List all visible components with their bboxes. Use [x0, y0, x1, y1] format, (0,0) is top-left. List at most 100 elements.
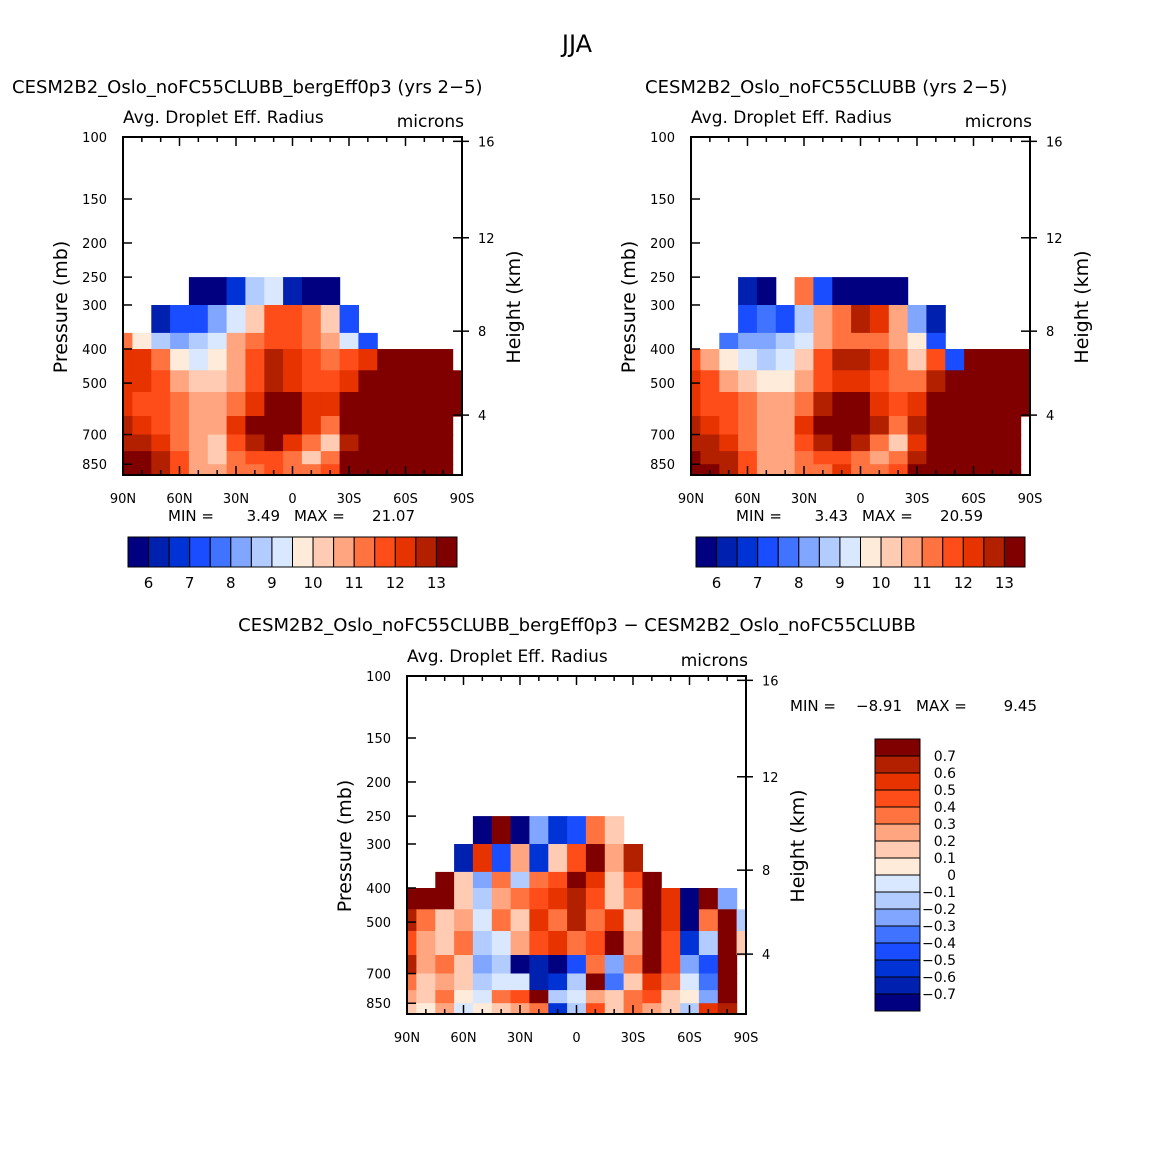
contour-cell: [794, 451, 814, 465]
colorbar-label: −0.2: [922, 902, 956, 918]
contour-cell: [945, 451, 965, 465]
contour-cell: [926, 370, 946, 393]
contour-cell: [320, 434, 341, 452]
contour-cell: [339, 434, 359, 452]
max-label: MAX =: [862, 507, 913, 525]
contour-cell: [414, 370, 435, 393]
contour-cell: [132, 451, 152, 465]
contour-cell: [642, 888, 662, 910]
contour-cell: [585, 973, 606, 991]
y-axis-right-label: Height (km): [787, 789, 809, 902]
contour-cell: [926, 464, 946, 476]
contour-cell: [700, 370, 720, 393]
panel-3: CESM2B2_Oslo_noFC55CLUBB_bergEff0p3 − CE…: [238, 615, 1037, 1046]
y-axis-right-label: Height (km): [503, 250, 525, 363]
contour-cell: [691, 451, 701, 465]
contour-cell: [188, 464, 209, 476]
contour-cell: [188, 434, 209, 452]
contour-cell: [585, 844, 606, 873]
contour-field: [691, 277, 1031, 476]
contour-cell: [756, 305, 777, 334]
contour-cell: [719, 451, 739, 465]
contour-cell: [813, 464, 833, 476]
contour-cell: [435, 990, 455, 1004]
contour-cell: [283, 392, 303, 417]
contour-cell: [851, 416, 871, 436]
contour-cell: [982, 416, 1003, 436]
x-tick-label: 0: [572, 1031, 580, 1046]
y-tick-label: 250: [366, 810, 391, 825]
x-tick-label: 90S: [734, 1031, 759, 1046]
contour-cell: [604, 888, 625, 910]
contour-cell: [680, 931, 700, 956]
contour-cell: [585, 816, 606, 845]
contour-cell: [548, 871, 568, 889]
contour-cell: [869, 464, 890, 476]
contour-cell: [700, 434, 720, 452]
contour-cell: [1001, 434, 1022, 452]
colorbar-box: [127, 536, 150, 568]
panel-subtitle: Avg. Droplet Eff. Radius: [407, 647, 608, 667]
contour-cell: [869, 332, 890, 350]
y-axis-right-label: Height (km): [1071, 250, 1093, 363]
x-tick-label: 60N: [166, 492, 192, 507]
contour-cell: [226, 451, 246, 465]
contour-cell: [510, 909, 530, 932]
contour-cell: [794, 392, 814, 417]
contour-cell: [698, 931, 719, 956]
panel-units: microns: [965, 112, 1032, 132]
contour-cell: [472, 871, 493, 889]
contour-cell: [170, 305, 190, 334]
contour-cell: [226, 332, 246, 350]
contour-cell: [888, 370, 909, 393]
contour-cell: [132, 464, 152, 476]
colorbar: 0.70.60.50.40.30.20.10−0.1−0.2−0.3−0.4−0…: [874, 738, 956, 1012]
contour-cell: [358, 349, 378, 371]
contour-cell: [245, 349, 265, 371]
colorbar-label: 13: [995, 574, 1014, 592]
contour-cell: [623, 955, 643, 975]
colorbar-box: [736, 536, 759, 568]
contour-cell: [151, 392, 171, 417]
contour-cell: [926, 392, 946, 417]
contour-cell: [661, 931, 681, 956]
contour-cell: [529, 955, 549, 975]
colorbar-box: [1003, 536, 1026, 568]
contour-cell: [339, 332, 359, 350]
contour-cell: [888, 464, 909, 476]
contour-cell: [245, 332, 265, 350]
contour-cell: [170, 332, 190, 350]
contour-cell: [736, 931, 747, 956]
colorbar-box: [230, 536, 252, 568]
contour-cell: [407, 931, 417, 956]
contour-cell: [510, 888, 530, 910]
contour-cell: [320, 392, 341, 417]
contour-cell: [491, 955, 512, 975]
colorbar-box: [757, 536, 779, 568]
contour-cell: [407, 955, 417, 975]
contour-cell: [416, 888, 436, 910]
contour-cell: [454, 990, 474, 1004]
contour-cell: [680, 990, 700, 1004]
contour-cell: [396, 370, 416, 393]
contour-cell: [491, 931, 512, 956]
contour-cell: [719, 349, 739, 371]
contour-cell: [813, 392, 833, 417]
contour-cell: [717, 1003, 738, 1015]
contour-cell: [226, 305, 246, 334]
contour-cell: [454, 931, 474, 956]
height-tick-label: 8: [1046, 325, 1054, 340]
contour-cell: [358, 434, 378, 452]
contour-cell: [832, 370, 852, 393]
contour-cell: [604, 955, 625, 975]
contour-cell: [170, 434, 190, 452]
contour-cell: [151, 349, 171, 371]
contour-cell: [698, 888, 719, 910]
contour-cell: [567, 844, 587, 873]
min-value: −8.91: [856, 697, 902, 715]
colorbar-box: [874, 772, 921, 791]
contour-cell: [207, 277, 228, 306]
contour-cell: [472, 844, 493, 873]
contour-cell: [756, 332, 777, 350]
contour-cell: [435, 871, 455, 889]
